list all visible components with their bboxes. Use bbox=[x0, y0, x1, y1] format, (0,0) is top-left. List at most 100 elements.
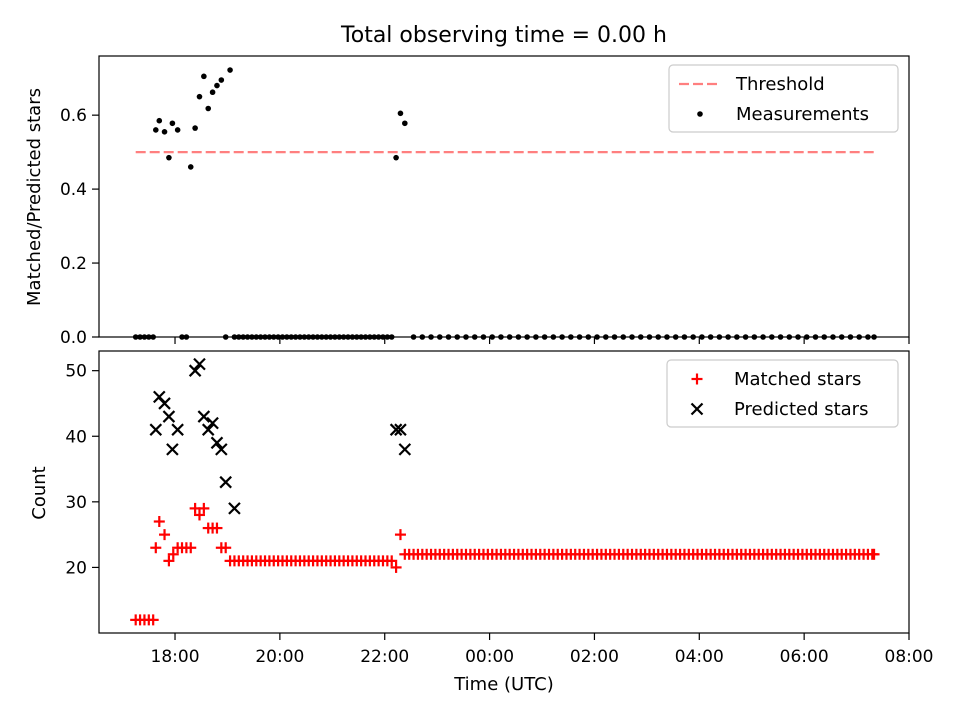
measurement-point-1 bbox=[156, 117, 163, 124]
predicted-point-13-b bbox=[219, 475, 232, 489]
predicted-point-4 bbox=[166, 443, 179, 456]
predicted-point-3-b bbox=[162, 410, 176, 423]
top-y-ticks: 0.0 0.2 0.4 0.6 bbox=[60, 106, 99, 348]
predicted-point-15 bbox=[389, 423, 403, 436]
measurement-point-13 bbox=[218, 77, 225, 83]
bottom-y-axis-label: Count bbox=[29, 466, 50, 519]
measurement-point-4 bbox=[169, 120, 176, 127]
measurement-point-5 bbox=[174, 127, 181, 133]
predicted-point-10-b bbox=[206, 416, 219, 430]
predicted-point-9-b bbox=[201, 423, 215, 436]
matched-point-13 bbox=[185, 542, 197, 554]
predicted-point-11 bbox=[210, 436, 224, 450]
top-y-axis-label: Matched/Predicted stars bbox=[24, 88, 45, 306]
predicted-point-4-b bbox=[166, 443, 179, 456]
legend-predicted-marker-b bbox=[690, 402, 704, 416]
predicted-point-2-b bbox=[158, 397, 171, 410]
top-panel: 0.0 0.2 0.4 0.6 Matched/Predicted stars Thr… bbox=[24, 55, 910, 348]
predicted-point-13 bbox=[219, 475, 232, 489]
legend-threshold-label: Threshold bbox=[735, 74, 825, 95]
bottom-x-tick-label-4: 02:00 bbox=[570, 647, 619, 667]
top-axes-frame bbox=[98, 55, 910, 338]
legend-measurements-swatch bbox=[697, 111, 703, 117]
predicted-point-7 bbox=[193, 357, 206, 371]
matched-point-59 bbox=[386, 555, 398, 567]
predicted-point-17 bbox=[398, 443, 412, 456]
bottom-axes-frame bbox=[98, 350, 910, 634]
predicted-point-8 bbox=[197, 410, 211, 423]
bottom-y-ticks: 20 30 40 50 bbox=[65, 362, 99, 578]
legend-matched-label: Matched stars bbox=[734, 369, 861, 390]
measurement-point-3 bbox=[166, 154, 172, 161]
legend-predicted-label: Predicted stars bbox=[734, 399, 868, 420]
measurement-point-6 bbox=[187, 164, 194, 170]
bottom-legend: Matched stars Predicted stars bbox=[666, 359, 899, 428]
top-y-tick-label-0: 0.0 bbox=[60, 328, 87, 348]
measurement-point-14 bbox=[227, 67, 233, 73]
matched-stars-series bbox=[130, 502, 880, 626]
legend-matched-swatch bbox=[691, 373, 703, 385]
measurement-point-0 bbox=[152, 127, 159, 133]
predicted-point-0 bbox=[149, 423, 163, 436]
measurement-point-12 bbox=[214, 82, 220, 89]
top-x-ticks bbox=[174, 337, 910, 344]
top-legend-box bbox=[668, 64, 899, 133]
matched-point-16 bbox=[198, 502, 210, 514]
bottom-legend-box bbox=[666, 359, 899, 428]
predicted-point-11-b bbox=[210, 436, 224, 450]
predicted-point-9 bbox=[201, 423, 215, 436]
bottom-x-tick-label-1: 20:00 bbox=[255, 647, 304, 667]
predicted-point-17-b bbox=[398, 443, 412, 456]
legend-matched-marker bbox=[691, 373, 703, 385]
matched-point-21 bbox=[220, 542, 232, 554]
bottom-x-ticks: 18:00 20:00 22:00 00:00 02:00 04:00 06:00 08:00 bbox=[151, 633, 934, 667]
matched-point-60 bbox=[390, 561, 402, 573]
legend-predicted-swatch bbox=[690, 402, 704, 416]
bottom-x-tick-label-0: 18:00 bbox=[151, 647, 200, 667]
predicted-point-5-b bbox=[171, 423, 184, 436]
top-y-tick-label-2: 0.4 bbox=[60, 180, 87, 200]
bottom-x-tick-label-5: 04:00 bbox=[675, 647, 724, 667]
bottom-x-tick-label-2: 22:00 bbox=[360, 647, 409, 667]
matched-point-5 bbox=[150, 542, 162, 554]
measurement-point-15 bbox=[393, 154, 399, 161]
measurement-point-2 bbox=[161, 128, 168, 135]
matched-point-61 bbox=[394, 529, 406, 541]
predicted-point-1-b bbox=[153, 390, 166, 404]
matched-point-19 bbox=[211, 522, 223, 534]
matched-point-7 bbox=[159, 529, 171, 541]
predicted-point-0-b bbox=[149, 423, 163, 436]
legend-measurements-label: Measurements bbox=[736, 104, 869, 125]
matched-point-6 bbox=[153, 516, 165, 528]
matched-point-9 bbox=[167, 548, 179, 560]
predicted-point-14 bbox=[228, 502, 241, 515]
top-legend: Threshold Measurements bbox=[668, 64, 899, 133]
matched-point-170 bbox=[868, 548, 880, 560]
top-y-tick-label-1: 0.2 bbox=[60, 254, 87, 274]
predicted-point-16-b bbox=[394, 423, 407, 436]
predicted-stars-series bbox=[149, 357, 412, 515]
predicted-point-6 bbox=[188, 364, 202, 377]
bottom-panel: 18:00 20:00 22:00 00:00 02:00 04:00 06:00 08:00… bbox=[29, 350, 934, 695]
measurement-point-11 bbox=[209, 89, 216, 96]
bottom-y-tick-label-3: 50 bbox=[65, 362, 87, 382]
bottom-y-tick-label-1: 30 bbox=[65, 493, 87, 513]
predicted-point-12-b bbox=[215, 443, 228, 456]
measurement-point-16 bbox=[397, 110, 404, 117]
predicted-point-3 bbox=[162, 410, 176, 423]
predicted-point-5 bbox=[171, 423, 184, 436]
figure-title: Total observing time = 0.00 h bbox=[340, 23, 667, 48]
measurement-point-8 bbox=[196, 93, 203, 100]
bottom-x-tick-label-7: 08:00 bbox=[885, 647, 934, 667]
predicted-point-12 bbox=[215, 443, 228, 456]
predicted-point-10 bbox=[206, 416, 219, 430]
measurement-point-17 bbox=[402, 120, 408, 127]
predicted-point-6-b bbox=[188, 364, 202, 377]
measurement-point-9 bbox=[201, 73, 207, 80]
predicted-point-14-b bbox=[228, 502, 241, 515]
bottom-x-tick-label-6: 06:00 bbox=[780, 647, 829, 667]
bottom-x-axis-label: Time (UTC) bbox=[453, 674, 554, 695]
matched-point-15 bbox=[193, 509, 205, 521]
predicted-point-7-b bbox=[193, 357, 206, 371]
